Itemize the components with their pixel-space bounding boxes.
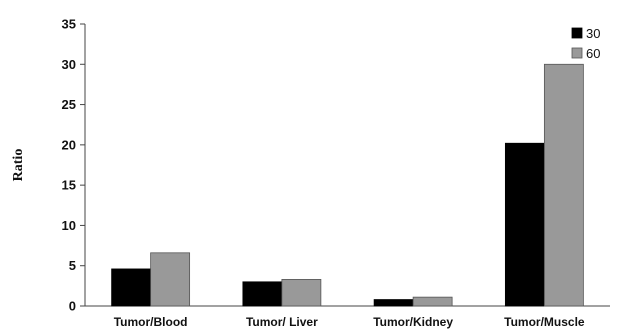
bar-60-1 xyxy=(281,279,322,307)
category-label: Tumor/Muscle xyxy=(504,315,585,329)
category-labels: Tumor/Blood Tumor/ Liver Tumor/Kidney Tumor… xyxy=(114,315,585,329)
y-tick-label: 0 xyxy=(69,299,76,314)
bar-30-1 xyxy=(242,281,283,307)
category-label: Tumor/Kidney xyxy=(373,315,453,329)
category-label: Tumor/ Liver xyxy=(246,315,318,329)
category-label: Tumor/Blood xyxy=(114,315,188,329)
y-tick-label: 20 xyxy=(62,137,76,152)
bar-30-2 xyxy=(373,299,414,307)
y-tick-label: 10 xyxy=(62,218,76,233)
y-axis-title: Ratio xyxy=(11,149,26,182)
bars xyxy=(111,63,584,307)
legend-label-60: 60 xyxy=(586,46,600,61)
y-tick-label: 5 xyxy=(69,258,76,273)
bar-30-0 xyxy=(111,268,152,307)
bar-30-3 xyxy=(504,142,545,307)
y-ticks: 0 5 10 15 20 25 30 35 xyxy=(62,17,85,314)
bar-60-3 xyxy=(543,63,584,307)
y-tick-label: 15 xyxy=(62,178,76,193)
legend-label-30: 30 xyxy=(586,26,600,41)
y-tick-label: 30 xyxy=(62,57,76,72)
legend-swatch-60 xyxy=(571,47,583,59)
y-tick-label: 35 xyxy=(62,17,76,32)
bar-60-2 xyxy=(412,296,453,307)
y-tick-label: 25 xyxy=(62,97,76,112)
bar-60-0 xyxy=(150,252,191,307)
legend-swatch-30 xyxy=(571,27,583,39)
